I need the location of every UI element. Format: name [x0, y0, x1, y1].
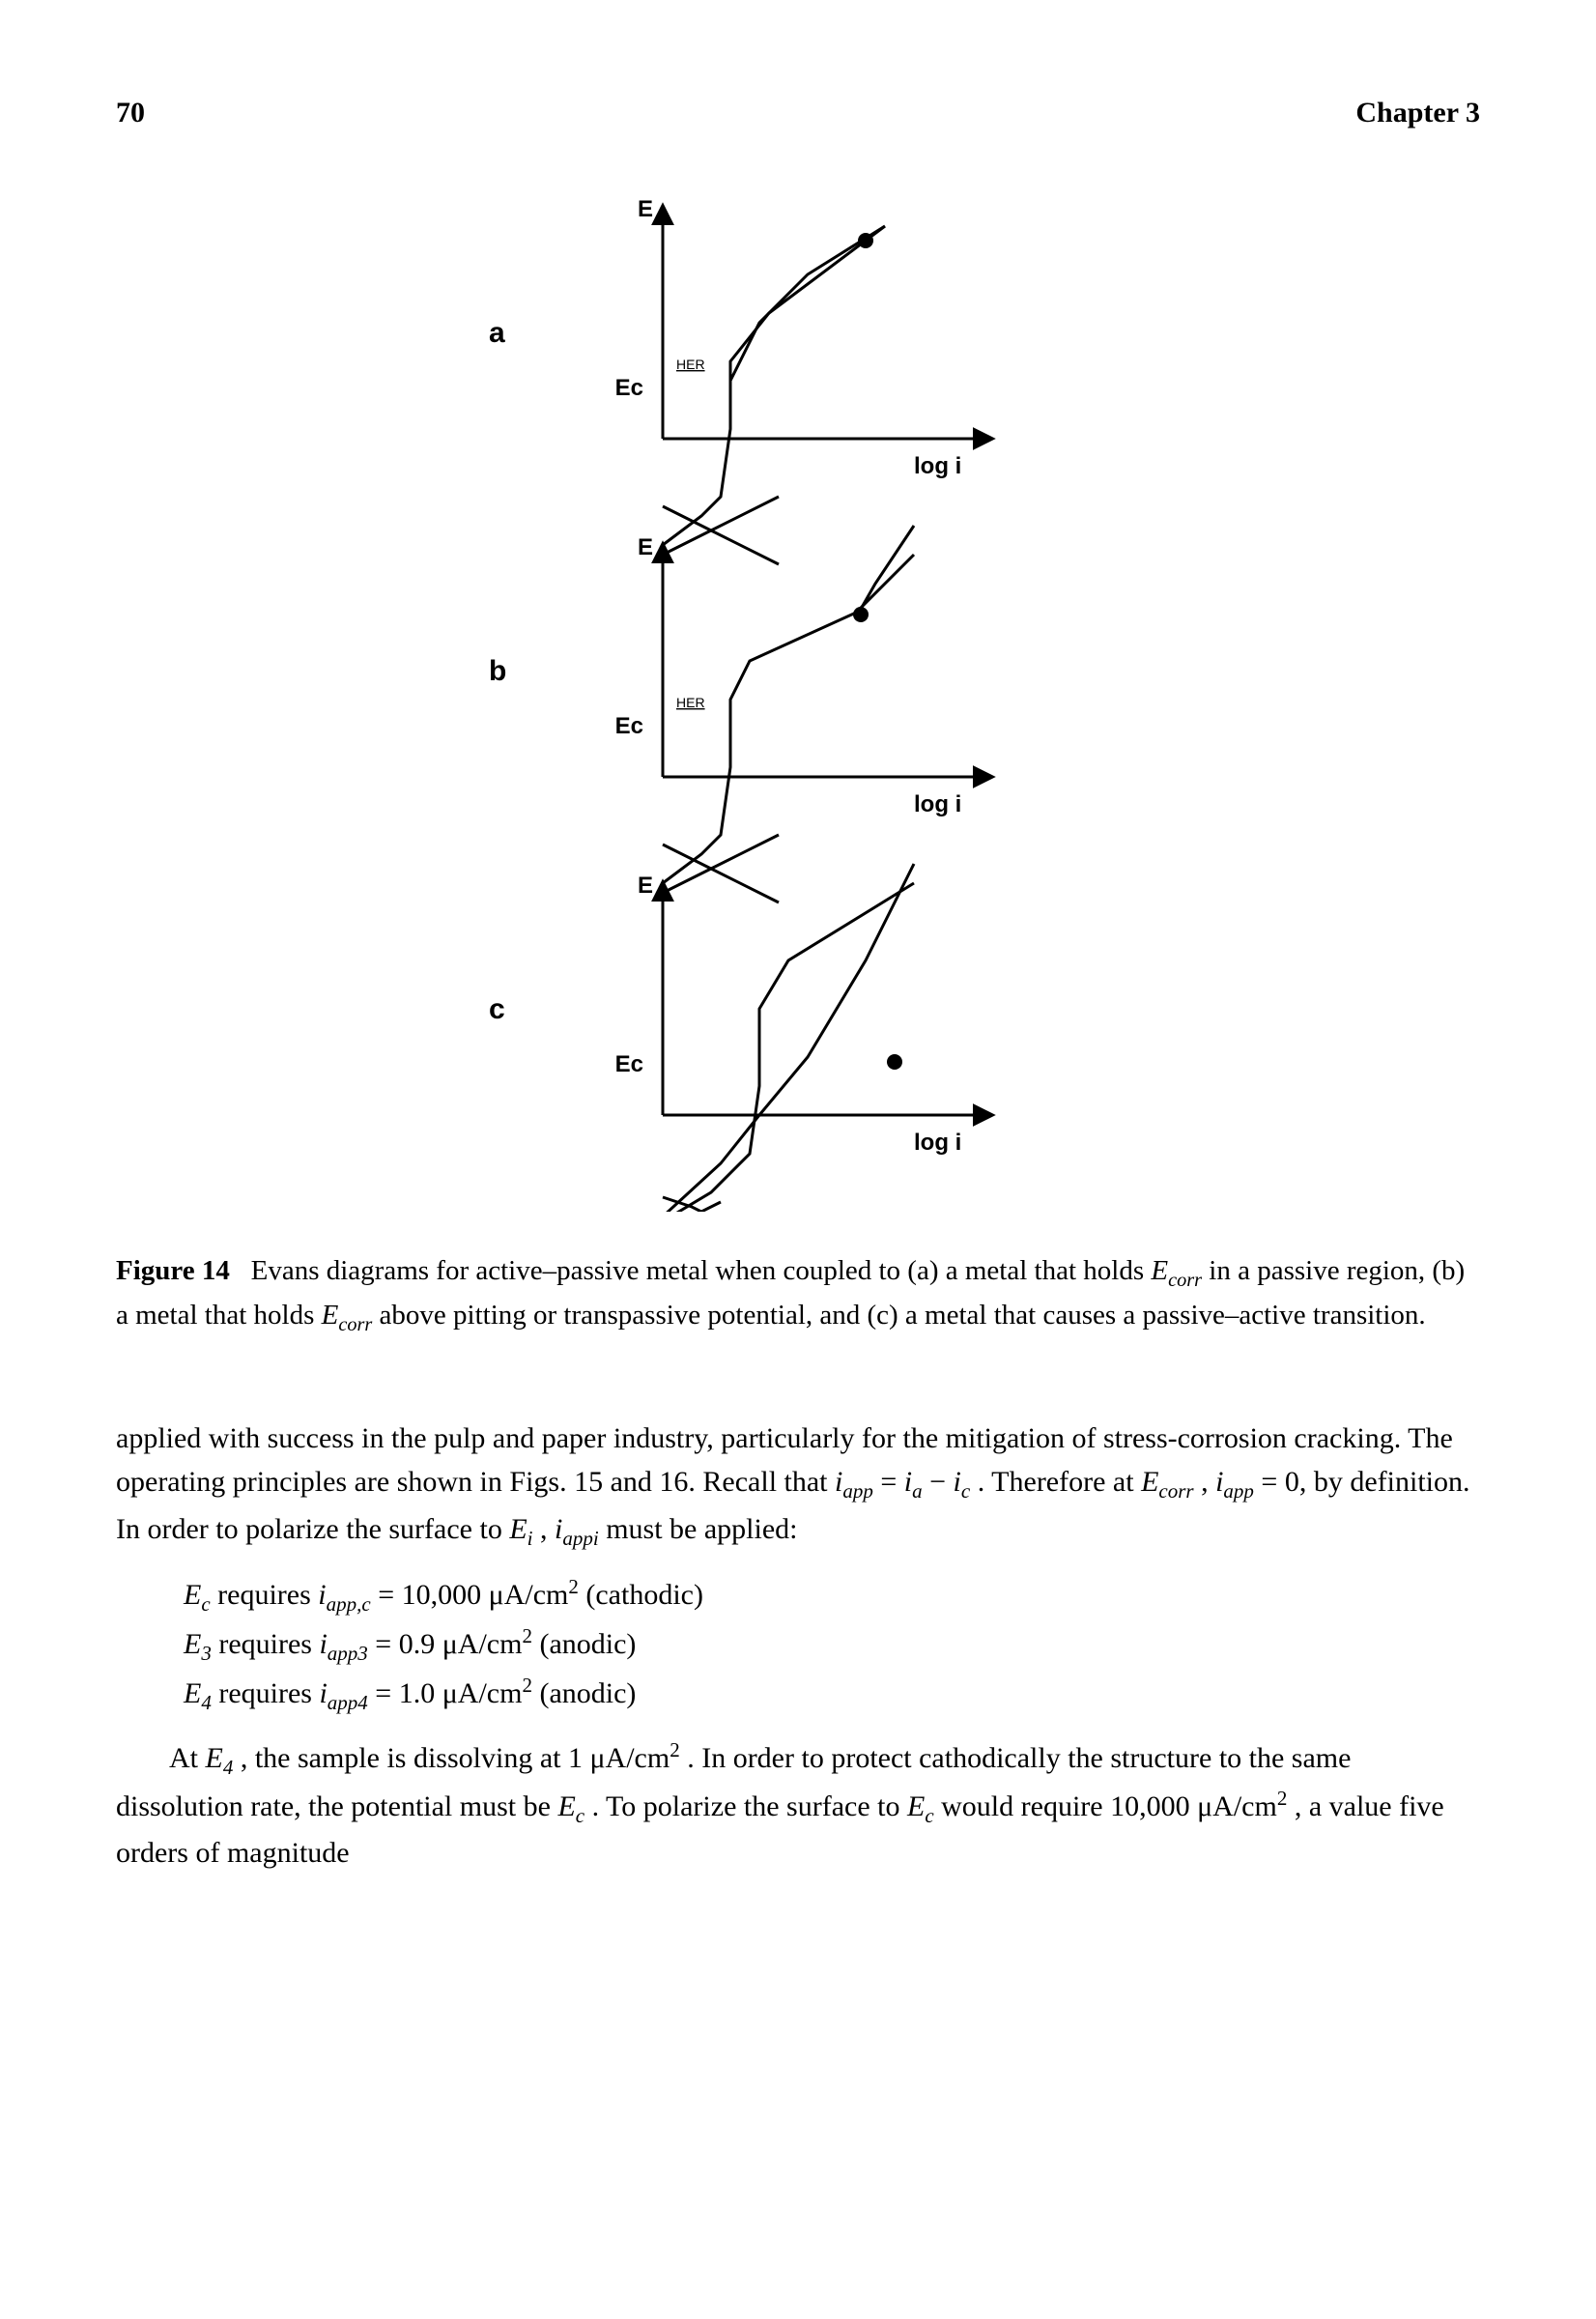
figure-14: Elog i Ec a HER Elog i Ec b HER Elog i Ec c: [116, 168, 1480, 1212]
chapter-label: Chapter 3: [1355, 97, 1480, 129]
svg-text:E: E: [638, 873, 653, 899]
svg-text:HER: HER: [676, 695, 705, 710]
requirement-line: Ec requires iapp,c = 10,000 μA/cm2 (cath…: [184, 1571, 1480, 1620]
requirements-list: Ec requires iapp,c = 10,000 μA/cm2 (cath…: [184, 1571, 1480, 1718]
requirement-line: E3 requires iapp3 = 0.9 μA/cm2 (anodic): [184, 1620, 1480, 1670]
body-text: applied with success in the pulp and pap…: [116, 1417, 1480, 1875]
svg-text:log i: log i: [914, 1130, 961, 1156]
svg-text:log i: log i: [914, 791, 961, 817]
caption-ecorr2: Ecorr: [322, 1300, 373, 1331]
svg-text:HER: HER: [676, 357, 705, 372]
requirement-line: E4 requires iapp4 = 1.0 μA/cm2 (anodic): [184, 1670, 1480, 1719]
caption-ecorr1: Ecorr: [1151, 1255, 1202, 1286]
page-header: 70 Chapter 3: [116, 97, 1480, 129]
svg-text:E: E: [638, 196, 653, 222]
svg-text:a: a: [489, 317, 505, 349]
caption-text-1: Evans diagrams for active–passive metal …: [251, 1255, 1152, 1286]
paragraph-1: applied with success in the pulp and pap…: [116, 1417, 1480, 1554]
svg-text:E: E: [638, 534, 653, 560]
svg-text:log i: log i: [914, 453, 961, 479]
figure-caption: Figure 14 Evans diagrams for active–pass…: [116, 1250, 1480, 1339]
page-number: 70: [116, 97, 145, 129]
svg-text:Ec: Ec: [615, 1051, 643, 1077]
evans-diagrams-svg: Elog i Ec a HER Elog i Ec b HER Elog i Ec c: [460, 168, 1136, 1212]
figure-label: Figure 14: [116, 1255, 230, 1286]
svg-text:Ec: Ec: [615, 713, 643, 739]
svg-text:b: b: [489, 655, 506, 687]
svg-text:Ec: Ec: [615, 375, 643, 401]
svg-text:c: c: [489, 993, 505, 1025]
paragraph-2: At E4 , the sample is dissolving at 1 μA…: [116, 1735, 1480, 1875]
caption-text-3: above pitting or transpassive potential,…: [380, 1300, 1426, 1331]
